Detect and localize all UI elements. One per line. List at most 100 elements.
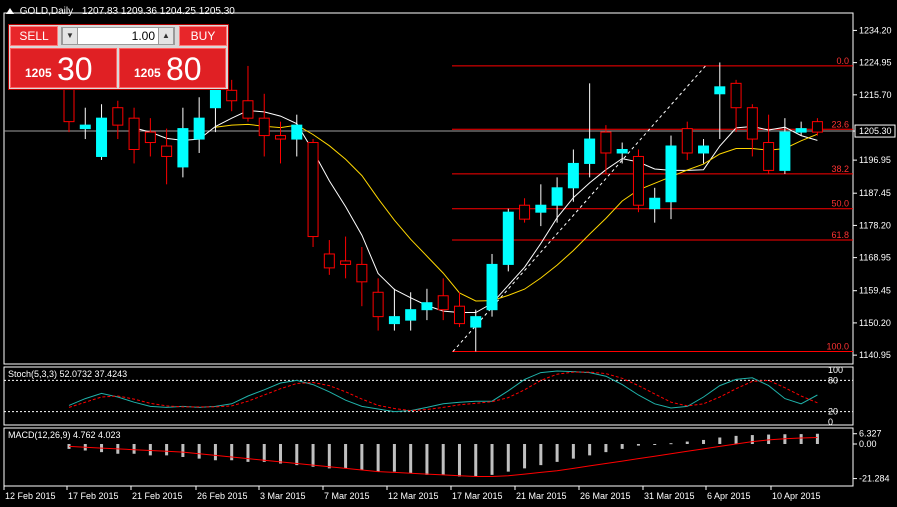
sell-button[interactable]: SELL	[10, 26, 58, 46]
macd-histogram-bar	[490, 444, 494, 475]
candle-body	[600, 131, 612, 154]
candle	[486, 253, 498, 317]
increase-lot-icon[interactable]: ▲	[158, 28, 174, 44]
fib-trend-line	[452, 63, 708, 352]
candle	[323, 240, 335, 275]
candle	[535, 184, 547, 227]
macd-histogram-bar	[767, 434, 771, 444]
candle	[307, 139, 319, 247]
candle	[681, 121, 693, 160]
candle-body	[763, 142, 775, 171]
candle	[616, 142, 628, 164]
macd-histogram-bar	[620, 444, 624, 449]
candle	[584, 83, 596, 178]
fib-level-label: 100.0	[826, 341, 849, 351]
candle-body	[323, 253, 335, 269]
candle	[112, 100, 124, 140]
candle-body	[698, 145, 710, 154]
macd-histogram-bar	[441, 444, 445, 475]
candle	[551, 177, 563, 223]
candle	[519, 198, 531, 223]
sell-price-big: 30	[57, 51, 93, 87]
decrease-lot-icon[interactable]: ▼	[62, 28, 78, 44]
macd-histogram-bar	[799, 434, 803, 444]
candle	[144, 118, 156, 157]
candle	[649, 187, 661, 223]
date-tick-label: 26 Mar 2015	[580, 491, 631, 501]
sell-price-box[interactable]: 1205 30	[10, 48, 117, 88]
candle-body	[226, 89, 238, 102]
main-chart-frame	[3, 12, 854, 365]
macd-histogram-bar	[311, 444, 315, 467]
candle-body	[421, 302, 433, 311]
candle-body	[535, 204, 547, 213]
macd-tick-label: 6.327	[859, 429, 882, 439]
macd-histogram-bar	[588, 444, 592, 456]
candle	[388, 288, 400, 331]
candle-body	[486, 263, 498, 311]
macd-histogram-bar	[230, 444, 234, 461]
macd-histogram-bar	[360, 444, 364, 470]
macd-tick-label: -21.284	[859, 474, 890, 484]
candle	[714, 62, 726, 140]
candle	[470, 309, 482, 352]
macd-histogram-bar	[181, 444, 185, 457]
buy-button[interactable]: BUY	[179, 26, 227, 46]
macd-histogram-bar	[279, 444, 283, 464]
candle	[258, 93, 270, 157]
date-tick-label: 3 Mar 2015	[260, 491, 306, 501]
macd-histogram-bar	[457, 444, 461, 477]
date-tick-label: 21 Feb 2015	[132, 491, 183, 501]
candle	[811, 118, 823, 136]
stoch-signal-line	[68, 371, 818, 412]
macd-histogram-bar	[425, 444, 429, 475]
candle-body	[144, 131, 156, 144]
macd-histogram-bar	[685, 441, 689, 444]
candle-body	[307, 142, 319, 238]
candle-body	[649, 197, 661, 210]
fib-level-label: 38.2	[831, 164, 849, 174]
symbol-timeframe: GOLD,Daily	[19, 6, 74, 17]
candle-body	[665, 145, 677, 203]
fib-level-label: 23.6	[831, 119, 849, 129]
candle-body	[551, 187, 563, 206]
date-tick-label: 17 Feb 2015	[68, 491, 119, 501]
candle	[226, 79, 238, 112]
price-tick-label: 1150.20	[859, 318, 891, 328]
candle	[275, 121, 287, 164]
candle-body	[372, 291, 384, 318]
stoch-main-line	[68, 370, 818, 413]
candle	[161, 128, 173, 185]
macd-histogram-bar	[669, 443, 673, 445]
candle-body	[388, 316, 400, 325]
current-price-badge	[854, 124, 896, 138]
candle	[405, 292, 417, 331]
macd-histogram-bar	[571, 444, 575, 459]
candle-body	[502, 211, 514, 265]
lot-size-input[interactable]	[79, 28, 157, 44]
candle-body	[405, 309, 417, 321]
macd-histogram-bar	[474, 444, 478, 477]
price-tick-label: 1159.45	[859, 286, 891, 296]
macd-histogram-bar	[213, 444, 217, 461]
candle-body	[112, 107, 124, 126]
candle	[665, 135, 677, 220]
candle	[567, 149, 579, 202]
buy-price-box[interactable]: 1205 80	[119, 48, 226, 88]
macd-signal-line	[68, 437, 818, 477]
candle-body	[291, 124, 303, 140]
macd-histogram-bar	[262, 444, 266, 462]
candle-body	[616, 149, 628, 154]
candle	[453, 292, 465, 328]
candle-body	[356, 263, 368, 283]
candle	[372, 278, 384, 331]
date-tick-label: 26 Feb 2015	[197, 491, 248, 501]
candle-body	[681, 128, 693, 154]
collapse-triangle-icon[interactable]	[6, 8, 14, 15]
candle-body	[275, 135, 287, 140]
candle	[340, 236, 352, 279]
candle	[421, 288, 433, 321]
date-tick-label: 17 Mar 2015	[452, 491, 503, 501]
macd-histogram-bar	[327, 444, 331, 469]
